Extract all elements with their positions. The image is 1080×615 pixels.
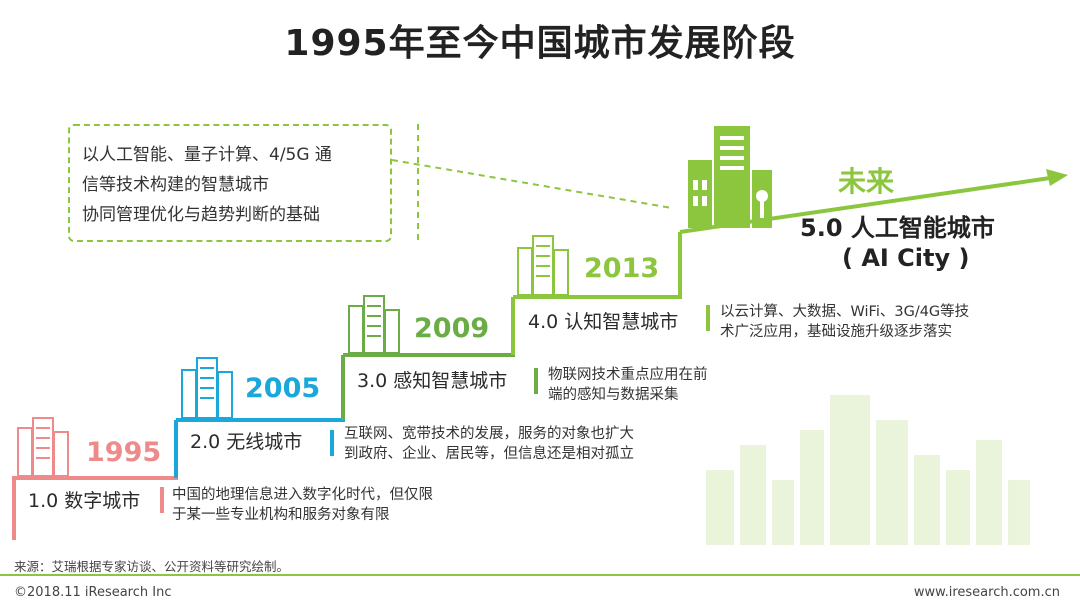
callout-box: 以人工智能、量子计算、4/5G 通 信等技术构建的智慧城市 协同管理优化与趋势判… xyxy=(68,124,392,242)
stage-4-name: 4.0 认知智慧城市 xyxy=(528,311,679,333)
building-icon-1995 xyxy=(17,417,69,477)
stage-3-step xyxy=(343,297,515,357)
stage-5-name: 5.0 人工智能城市 xyxy=(800,214,995,242)
stage-4-desc-line: 以云计算、大数据、WiFi、3G/4G等技 xyxy=(720,304,970,320)
stage-3-name: 3.0 感知智慧城市 xyxy=(357,370,508,392)
stage-2-desc-line: 互联网、宽带技术的发展，服务的对象也扩大 xyxy=(344,426,634,442)
stage-1-desc-line: 于某一些专业机构和服务对象有限 xyxy=(172,507,390,523)
building-icon-future xyxy=(688,126,772,228)
stage-3-desc-line: 物联网技术重点应用在前 xyxy=(548,367,708,383)
stage-1-desc-bar xyxy=(160,487,164,513)
callout-connector xyxy=(391,159,673,209)
stage-3-year: 2009 xyxy=(414,313,490,344)
stage-1-desc-line: 中国的地理信息进入数字化时代，但仅限 xyxy=(172,487,433,503)
stage-4-year: 2013 xyxy=(584,253,660,284)
stage-4-step xyxy=(513,232,682,299)
stage-4-desc-bar xyxy=(706,305,710,331)
stage-2-desc: 互联网、宽带技术的发展，服务的对象也扩大 到政府、企业、居民等，但信息还是相对孤… xyxy=(344,424,634,464)
stage-3-desc-line: 端的感知与数据采集 xyxy=(548,387,679,403)
stage-4-desc: 以云计算、大数据、WiFi、3G/4G等技 术广泛应用，基础设施升级逐步落实 xyxy=(720,302,969,342)
source-note: 来源：艾瑞根据专家访谈、公开资料等研究绘制。 xyxy=(14,559,290,574)
website-link[interactable]: www.iresearch.com.cn xyxy=(913,585,1060,600)
stage-1-desc: 中国的地理信息进入数字化时代，但仅限 于某一些专业机构和服务对象有限 xyxy=(172,485,433,525)
stage-3-desc: 物联网技术重点应用在前 端的感知与数据采集 xyxy=(548,365,708,405)
stage-2-step xyxy=(176,355,345,422)
callout-line: 协同管理优化与趋势判断的基础 xyxy=(82,205,320,225)
stage-2-desc-line: 到政府、企业、居民等，但信息还是相对孤立 xyxy=(344,446,634,462)
copyright: ©2018.11 iResearch Inc xyxy=(14,585,172,600)
future-label: 未来 xyxy=(838,165,895,198)
stage-1-step xyxy=(12,420,178,540)
callout-line: 信等技术构建的智慧城市 xyxy=(82,175,269,195)
stage-3-desc-bar xyxy=(534,368,538,394)
stage-1-name: 1.0 数字城市 xyxy=(28,490,141,512)
stage-1-year: 1995 xyxy=(86,437,162,468)
stage-2-year: 2005 xyxy=(245,373,321,404)
stage-4-desc-line: 术广泛应用，基础设施升级逐步落实 xyxy=(720,324,952,340)
building-icon-2005 xyxy=(181,357,233,419)
stage-2-desc-bar xyxy=(330,430,334,456)
stage-5-subtitle: ( AI City ) xyxy=(842,244,970,272)
callout-line: 以人工智能、量子计算、4/5G 通 xyxy=(82,145,332,165)
page-title: 1995年至今中国城市发展阶段 xyxy=(284,23,796,64)
building-icon-2013 xyxy=(517,235,569,296)
stage-2-name: 2.0 无线城市 xyxy=(190,431,303,453)
building-icon-2009 xyxy=(348,295,400,354)
background-city-icon xyxy=(706,395,1030,545)
